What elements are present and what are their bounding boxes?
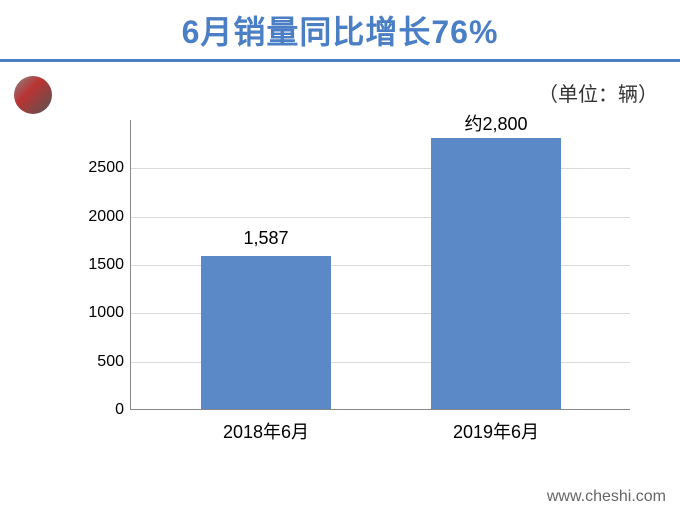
bar: 约2,800	[431, 138, 561, 409]
footer-url: www.cheshi.com	[547, 488, 666, 506]
y-tick-label: 0	[74, 401, 124, 419]
y-tick-label: 2500	[74, 159, 124, 177]
bar-value-label: 约2,800	[431, 110, 561, 136]
bar: 1,587	[201, 256, 331, 409]
x-tick-label: 2018年6月	[186, 418, 346, 444]
watermark-logo	[14, 76, 52, 114]
bar-value-label: 1,587	[201, 228, 331, 249]
chart-title: 6月销量同比增长76%	[182, 7, 499, 53]
unit-label: （单位：辆）	[538, 78, 658, 107]
y-tick-label: 1500	[74, 256, 124, 274]
y-tick-label: 2000	[74, 208, 124, 226]
header-bar: 6月销量同比增长76%	[0, 0, 680, 62]
chart-area: 050010001500200025001,5872018年6月约2,80020…	[70, 120, 630, 440]
y-tick-label: 1000	[74, 304, 124, 322]
plot-region: 050010001500200025001,5872018年6月约2,80020…	[130, 120, 630, 410]
y-tick-label: 500	[74, 353, 124, 371]
x-tick-label: 2019年6月	[416, 418, 576, 444]
